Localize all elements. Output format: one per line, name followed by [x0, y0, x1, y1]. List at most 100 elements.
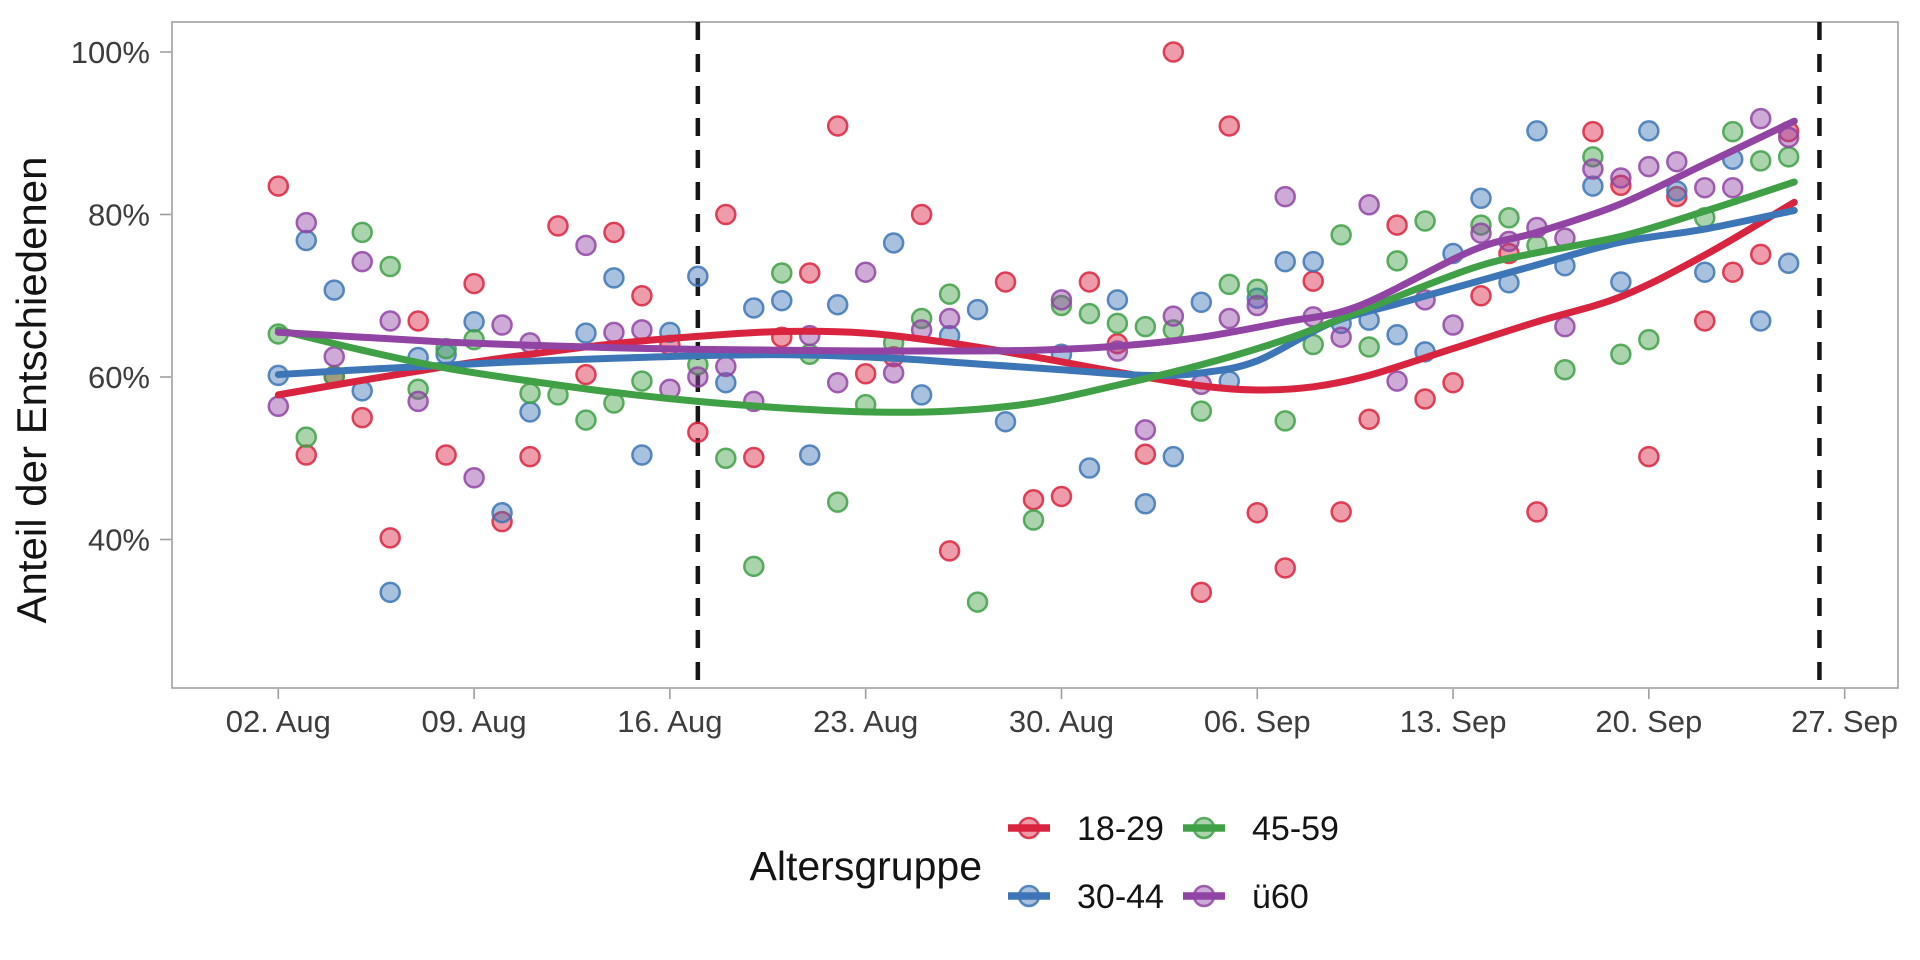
x-tick-label: 02. Aug [226, 704, 331, 739]
point-30-44 [1106, 289, 1129, 311]
point-18-29 [1721, 261, 1744, 283]
point-ü60 [491, 314, 513, 336]
x-tick-label: 09. Aug [422, 704, 527, 739]
point-45-59 [1078, 302, 1101, 325]
point-45-59 [938, 283, 961, 305]
point-18-29 [1610, 174, 1632, 196]
point-30-44 [882, 232, 905, 254]
point-ü60 [1134, 419, 1157, 441]
legend-entry-ü60: ü60 [1183, 878, 1309, 916]
point-18-29 [575, 363, 597, 386]
trend-line-30-44 [274, 206, 1798, 380]
point-30-44 [966, 298, 989, 321]
point-30-44 [603, 267, 625, 289]
point-45-59 [575, 409, 597, 431]
point-45-59 [771, 262, 793, 284]
x-tick-label: 27. Sep [1791, 704, 1898, 739]
point-45-59 [1777, 146, 1800, 168]
point-18-29 [1190, 581, 1213, 604]
point-ü60 [575, 234, 597, 257]
point-18-29 [267, 175, 290, 197]
legend-point-marker [1017, 816, 1041, 840]
point-30-44 [715, 371, 737, 394]
point-30-44 [1190, 291, 1213, 313]
x-tick-label: 13. Sep [1400, 704, 1507, 739]
point-45-59 [295, 426, 318, 448]
point-ü60 [1050, 289, 1073, 311]
point-ü60 [1470, 222, 1492, 244]
x-tick-label: 20. Sep [1595, 704, 1702, 739]
point-18-29 [1050, 485, 1073, 508]
point-45-59 [1498, 207, 1520, 229]
point-ü60 [407, 390, 429, 413]
point-18-29 [1666, 185, 1688, 208]
point-ü60 [1358, 194, 1380, 216]
legend-entry-18-29: 18-29 [1008, 810, 1164, 848]
point-ü60 [1162, 305, 1185, 327]
point-30-44 [743, 297, 765, 319]
point-ü60 [295, 211, 318, 234]
point-45-59 [351, 221, 373, 244]
point-ü60 [826, 371, 849, 394]
point-45-59 [1022, 509, 1045, 531]
x-tick-label: 23. Aug [813, 704, 918, 739]
point-30-44 [1526, 120, 1548, 142]
trend-line-ü60 [274, 117, 1798, 355]
point-18-29 [1022, 488, 1045, 511]
point-45-59 [1274, 410, 1296, 432]
point-18-29 [435, 444, 457, 466]
point-30-44 [519, 401, 541, 423]
point-30-44 [1582, 175, 1604, 197]
point-45-59 [1358, 336, 1380, 358]
point-30-44 [1162, 445, 1185, 468]
point-18-29 [379, 527, 401, 549]
point-ü60 [323, 345, 345, 368]
point-ü60 [687, 366, 709, 388]
point-45-59 [1470, 214, 1492, 236]
point-30-44 [1078, 457, 1101, 479]
point-ü60 [1694, 176, 1716, 199]
point-30-44 [295, 229, 318, 252]
point-ü60 [1442, 314, 1464, 336]
legend-point-marker [1192, 884, 1216, 908]
trend-line-18-29 [274, 198, 1798, 399]
point-30-44 [1694, 261, 1716, 283]
point-45-59 [715, 447, 737, 469]
point-ü60 [463, 467, 485, 489]
point-18-29 [1749, 243, 1772, 266]
point-ü60 [882, 362, 905, 384]
point-ü60 [351, 250, 373, 273]
point-ü60 [267, 395, 290, 417]
point-18-29 [1526, 501, 1548, 523]
point-18-29 [1218, 115, 1241, 137]
point-18-29 [1386, 214, 1408, 236]
point-ü60 [1246, 294, 1268, 317]
x-tick-label: 06. Sep [1204, 704, 1311, 739]
y-axis-title: Anteil der Entschiedenen [8, 157, 55, 624]
y-tick-label: 100% [71, 35, 150, 70]
point-30-44 [491, 501, 513, 524]
point-18-29 [1078, 271, 1101, 293]
legend-items: 18-29 30-44 45-59 ü60 [1008, 810, 1339, 916]
legend-label: 30-44 [1077, 878, 1164, 916]
point-30-44 [631, 444, 653, 466]
point-18-29 [1694, 310, 1716, 332]
point-30-44 [826, 293, 849, 316]
point-ü60 [1274, 185, 1296, 208]
point-30-44 [463, 311, 485, 333]
point-30-44 [771, 289, 793, 312]
point-ü60 [1610, 167, 1632, 189]
point-45-59 [966, 591, 989, 613]
point-ü60 [1554, 315, 1576, 338]
plot-area: 100% 80% 60% 40% 02. Aug 09. Aug 16. Aug 23. Au… [71, 21, 1899, 739]
point-45-59 [631, 370, 653, 392]
point-18-29 [994, 271, 1017, 293]
point-45-59 [1106, 312, 1129, 335]
point-45-59 [1638, 328, 1660, 351]
point-18-29 [1274, 557, 1296, 579]
point-18-29 [743, 446, 765, 469]
legend-label: ü60 [1252, 878, 1309, 916]
point-18-29 [1134, 443, 1157, 465]
point-18-29 [715, 203, 737, 226]
